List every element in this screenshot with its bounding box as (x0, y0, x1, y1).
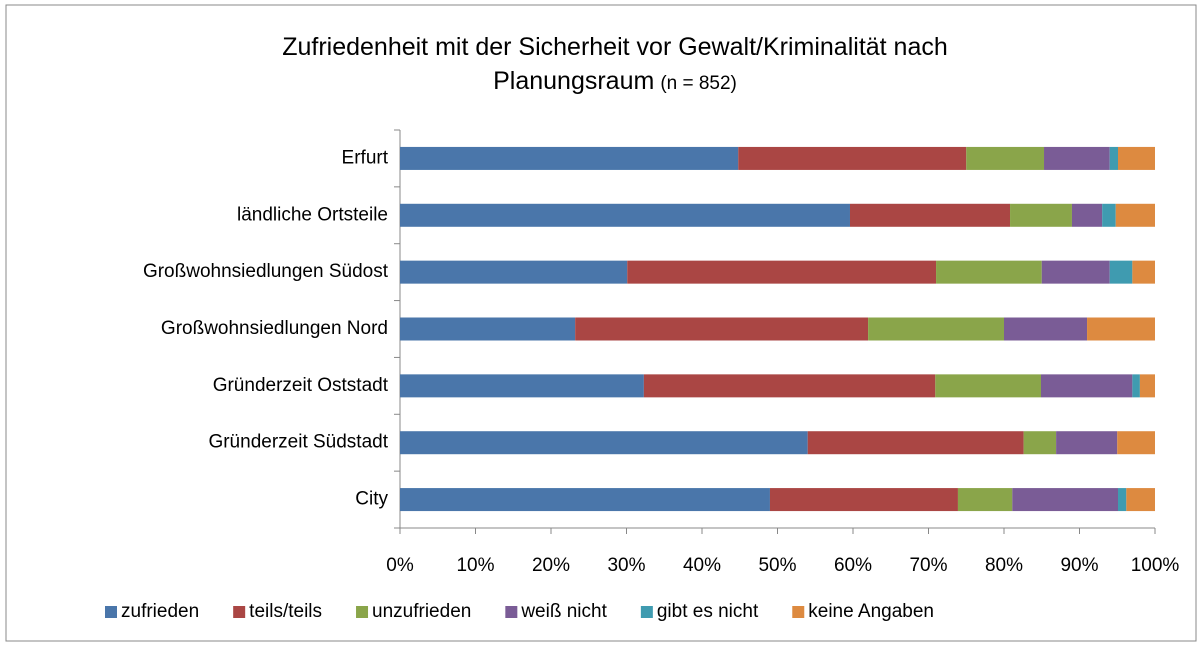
bar-segment (1115, 203, 1155, 227)
y-tick-label: Erfurt (342, 147, 389, 168)
bar-segment (1012, 488, 1119, 512)
bar-segment (1102, 203, 1116, 227)
y-tick-label: Gründerzeit Oststadt (213, 375, 389, 396)
y-tick-label: City (355, 489, 388, 510)
bar-segment (1139, 374, 1155, 398)
chart-title: Zufriedenheit mit der Sicherheit vor Gew… (282, 33, 948, 95)
bar-segment (1023, 431, 1057, 455)
bar-segment (1044, 146, 1110, 170)
bar-segment (935, 374, 1041, 398)
x-tick-label: 40% (683, 555, 721, 576)
bar-segment (400, 374, 644, 398)
bar-segment (1004, 317, 1088, 341)
x-tick-label: 20% (532, 555, 570, 576)
legend-label: gibt es nicht (657, 601, 759, 622)
bar-segment (1126, 488, 1155, 512)
y-tick-label: Großwohnsiedlungen Nord (161, 318, 388, 339)
y-tick-label: ländliche Ortsteile (237, 204, 388, 225)
bar-segment (575, 317, 869, 341)
x-tick-label: 50% (758, 555, 796, 576)
legend-label: unzufrieden (372, 601, 471, 622)
x-tick-label: 30% (607, 555, 645, 576)
bar-segment (1118, 146, 1155, 170)
bar-segment (1109, 146, 1119, 170)
bar-segment (400, 431, 808, 455)
bar-segment (936, 260, 1042, 284)
bar-segment (1118, 488, 1127, 512)
bar-segment (1132, 260, 1155, 284)
bar-segment (738, 146, 967, 170)
bar-segment (1056, 431, 1118, 455)
bar-segment (400, 146, 739, 170)
legend-label: teils/teils (249, 601, 322, 622)
bar-segment (1087, 317, 1155, 341)
legend-swatch (356, 606, 369, 618)
title-block: Zufriedenheit mit der Sicherheit vor Gew… (190, 30, 1040, 101)
x-tick-label: 100% (1131, 555, 1180, 576)
bar-segment (1010, 203, 1072, 227)
bar-segment (807, 431, 1024, 455)
legend-swatch (233, 606, 246, 618)
chart-subtitle: (n = 852) (660, 73, 737, 94)
bar-segment (966, 146, 1045, 170)
bar-segment (1041, 260, 1110, 284)
legend-label: keine Angaben (808, 601, 934, 622)
bar-segment (400, 488, 770, 512)
bar-segment (1071, 203, 1103, 227)
bar-segment (849, 203, 1011, 227)
legend-swatch (640, 606, 653, 618)
x-tick-label: 0% (386, 555, 414, 576)
bar-segment (643, 374, 936, 398)
bar-segment (769, 488, 958, 512)
legend-label: weiß nicht (520, 601, 607, 622)
bar-segment (1040, 374, 1133, 398)
bar-segment (1132, 374, 1140, 398)
y-tick-label: Großwohnsiedlungen Südost (143, 261, 389, 282)
legend-swatch (105, 606, 117, 618)
x-tick-label: 80% (985, 555, 1023, 576)
bar-segment (627, 260, 937, 284)
legend-label: zufrieden (121, 601, 199, 622)
bar-segment (1117, 431, 1155, 455)
legend-swatch (505, 606, 518, 618)
bar-segment (1109, 260, 1133, 284)
y-tick-label: Gründerzeit Südstadt (208, 432, 388, 453)
x-tick-label: 90% (1060, 555, 1098, 576)
bar-segment (400, 260, 628, 284)
bar-segment (957, 488, 1013, 512)
x-tick-label: 60% (834, 555, 872, 576)
bar-segment (400, 203, 850, 227)
x-tick-label: 10% (456, 555, 494, 576)
x-tick-label: 70% (909, 555, 947, 576)
legend-swatch (792, 606, 805, 618)
bar-segment (400, 317, 576, 341)
bar-segment (868, 317, 1004, 341)
